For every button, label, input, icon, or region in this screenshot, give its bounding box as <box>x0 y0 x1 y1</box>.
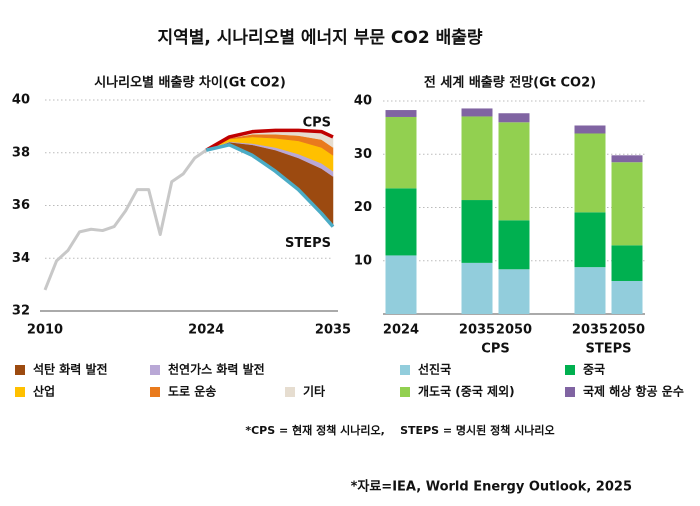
panel-title: 전 세계 배출량 전망(Gt CO2) <box>424 75 596 91</box>
x-tick-label: 2035 <box>459 323 495 338</box>
legend-label: 선진국 <box>418 362 451 377</box>
legend-label: 천연가스 화력 발전 <box>168 362 265 377</box>
bar <box>461 262 493 314</box>
bar <box>461 200 493 263</box>
legend-marker <box>150 365 160 375</box>
bar <box>385 255 417 314</box>
legend-label: 국제 해상 항공 운수 <box>583 384 684 399</box>
footnote: *CPS = 현재 정책 시나리오, STEPS = 명시된 정책 시나리오 <box>245 423 554 437</box>
group-label: CPS <box>481 342 509 357</box>
panel-title: 시나리오별 배출량 차이(Gt CO2) <box>94 75 286 91</box>
bar <box>611 245 643 281</box>
x-tick-label: 2010 <box>27 323 63 338</box>
y-tick-label: 30 <box>354 147 372 162</box>
legend-marker <box>15 365 25 375</box>
y-tick-label: 40 <box>12 93 30 108</box>
bar <box>574 267 606 314</box>
y-tick-label: 10 <box>354 253 372 268</box>
legend-label: 산업 <box>33 384 55 399</box>
y-tick-label: 20 <box>354 200 372 215</box>
line-label: STEPS <box>285 236 331 251</box>
legend-label: 개도국 (중국 제외) <box>418 384 515 399</box>
legend-marker <box>15 387 25 397</box>
x-tick-label: 2050 <box>496 323 532 338</box>
legend-label: 석탄 화력 발전 <box>33 362 108 377</box>
legend-marker <box>285 387 295 397</box>
bar <box>574 133 606 213</box>
bar <box>385 110 417 117</box>
y-tick-label: 32 <box>12 304 30 319</box>
x-tick-label: 2035 <box>315 323 351 338</box>
x-tick-label: 2024 <box>188 323 224 338</box>
legend-marker <box>400 387 410 397</box>
line <box>205 143 335 228</box>
legend-label: 도로 운송 <box>168 384 216 399</box>
legend-marker <box>565 365 575 375</box>
bar <box>498 269 530 314</box>
x-tick-label: 2024 <box>383 323 419 338</box>
legend-marker <box>400 365 410 375</box>
legend-marker <box>150 387 160 397</box>
x-tick-label: 2050 <box>609 323 645 338</box>
x-tick-label: 2035 <box>572 323 608 338</box>
line <box>43 148 208 291</box>
y-tick-label: 38 <box>12 145 30 160</box>
bar <box>385 188 417 256</box>
group-label: STEPS <box>585 342 631 357</box>
page-title: 지역별, 시나리오별 에너지 부문 CO2 배출량 <box>157 28 482 48</box>
bar <box>574 212 606 268</box>
y-tick-label: 40 <box>354 94 372 109</box>
bar <box>498 220 530 270</box>
line <box>205 128 334 152</box>
bar <box>385 116 417 189</box>
source: *자료=IEA, World Energy Outlook, 2025 <box>351 480 632 495</box>
legend-label: 기타 <box>303 384 325 399</box>
bar <box>611 162 643 246</box>
line-label: CPS <box>303 115 331 130</box>
bar <box>611 280 643 314</box>
bar <box>498 113 530 123</box>
bar <box>461 116 493 201</box>
bar <box>611 155 643 163</box>
legend-marker <box>565 387 575 397</box>
bar <box>461 108 493 117</box>
legend-label: 중국 <box>583 363 605 377</box>
y-tick-label: 34 <box>12 251 30 266</box>
bar <box>498 122 530 221</box>
bar <box>574 125 606 134</box>
y-tick-label: 36 <box>12 198 30 213</box>
